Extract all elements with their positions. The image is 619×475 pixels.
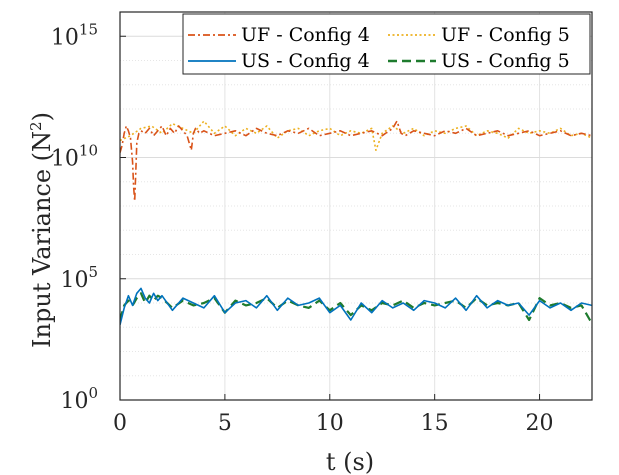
x-tick-labels: 0 5 10 15 20 — [113, 411, 554, 436]
series-line-3 — [120, 287, 592, 325]
legend: UF - Config 4 UF - Config 5 US - Config 4 U… — [182, 13, 591, 75]
y-axis-label-exp: 2 — [27, 121, 45, 131]
x-tick-label: 10 — [316, 411, 344, 436]
y-axis-label: Input Variance (N2) — [27, 112, 56, 348]
grid — [120, 12, 592, 400]
y-axis-label-close: ) — [28, 112, 56, 121]
series-line-4 — [120, 292, 592, 324]
legend-label-4: US - Config 5 — [441, 50, 570, 72]
y-tick-labels: 100 105 1010 1015 — [51, 20, 98, 414]
plot-frame — [119, 11, 593, 401]
series-line-1 — [120, 120, 592, 202]
series-layer — [120, 120, 592, 325]
legend-label-1: UF - Config 4 — [241, 24, 370, 46]
x-tick-label: 5 — [218, 411, 232, 436]
y-tick-label: 100 — [60, 384, 98, 414]
x-tick-label: 0 — [113, 411, 127, 436]
legend-label-2: UF - Config 5 — [441, 24, 570, 46]
y-tick-label: 1015 — [51, 20, 98, 50]
y-tick-label: 1010 — [51, 142, 98, 172]
legend-label-3: US - Config 4 — [241, 50, 370, 72]
x-tick-label: 20 — [526, 411, 554, 436]
x-tick-label: 15 — [421, 411, 449, 436]
legend-box — [182, 13, 591, 75]
ticks — [119, 35, 541, 401]
x-axis-label: t (s) — [326, 448, 374, 475]
y-tick-label: 105 — [60, 263, 98, 293]
y-axis-label-main: Input Variance (N — [28, 131, 56, 348]
